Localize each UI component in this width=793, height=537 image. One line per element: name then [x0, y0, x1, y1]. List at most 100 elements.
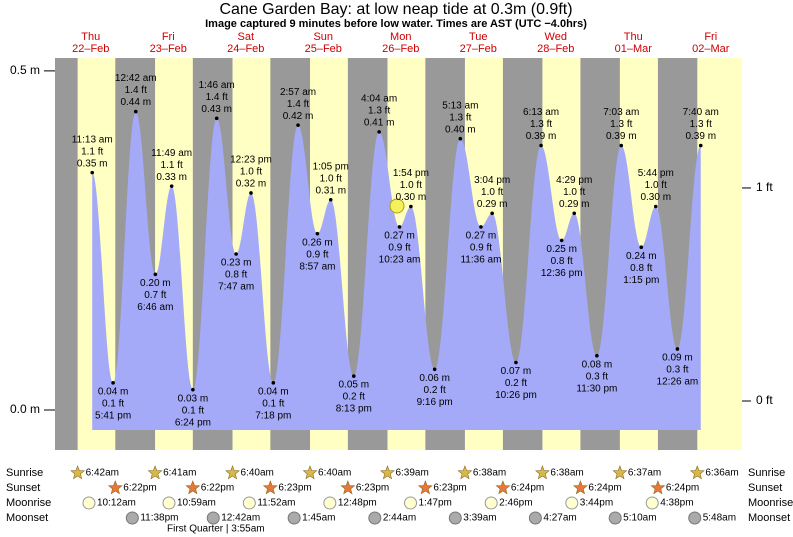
tide-label: 11:13 am: [72, 134, 113, 145]
tide-label: 1.3 ft: [610, 119, 632, 130]
tide-label: 3:04 pm: [474, 175, 510, 186]
tide-label: 12:42 am: [115, 73, 157, 84]
sunset-icon: [417, 480, 433, 495]
tide-label: 0.43 m: [201, 104, 232, 115]
tide-label: 0.8 ft: [630, 263, 652, 274]
tide-label: 1.3 ft: [368, 106, 390, 117]
tide-label: 0.29 m: [477, 199, 508, 210]
tide-label: 0.9 ft: [388, 243, 410, 254]
y2-tick-label: 1 ft: [756, 180, 773, 194]
tide-label: 0.29 m: [559, 199, 590, 210]
day-date: 22–Feb: [72, 43, 109, 55]
tide-label: 5:13 am: [442, 100, 478, 111]
day-name: Sat: [237, 31, 254, 43]
tide-point: [111, 381, 115, 385]
row-time: 6:42am: [86, 468, 119, 479]
tide-label: 1.0 ft: [563, 187, 585, 198]
moonset-icon: [125, 511, 139, 525]
tide-label: 12:36 pm: [541, 268, 583, 279]
day-name: Fri: [704, 31, 717, 43]
tide-point: [153, 272, 158, 277]
tide-label: 0.1 ft: [262, 398, 284, 409]
moonset-icon: [608, 511, 622, 525]
tide-label: 11:49 am: [151, 148, 192, 159]
tide-label: 0.23 m: [221, 258, 252, 269]
tide-label: 0.30 m: [396, 192, 427, 203]
tide-point: [698, 143, 703, 148]
tide-label: 11:30 pm: [576, 383, 617, 394]
tide-label: 0.26 m: [302, 237, 333, 248]
row-time: 5:10am: [623, 513, 656, 524]
y2-tick-label: 0 ft: [756, 393, 773, 407]
tide-label: 0.33 m: [156, 172, 187, 183]
tide-label: 0.35 m: [77, 158, 108, 169]
moonrise-icon: [242, 496, 256, 510]
tide-label: 0.2 ft: [343, 392, 365, 403]
row-time: 5:48am: [703, 513, 736, 524]
tide-label: 1:15 pm: [623, 275, 659, 286]
tide-point: [675, 347, 680, 351]
chart-subtitle: Image captured 9 minutes before low wate…: [205, 18, 587, 30]
tide-label: 4:04 am: [361, 94, 397, 105]
moonrise-icon: [484, 496, 498, 510]
day-date: 25–Feb: [305, 43, 342, 55]
moonset-icon: [448, 511, 462, 525]
day-name: Sun: [313, 31, 333, 43]
row-label: Sunrise: [6, 467, 43, 479]
chart-title: Cane Garden Bay: at low neap tide at 0.3…: [219, 1, 572, 18]
tide-label: 1.1 ft: [81, 146, 103, 157]
tide-point: [214, 116, 219, 121]
row-time: 6:38am: [550, 468, 583, 479]
tide-label: 1.1 ft: [161, 160, 183, 171]
tide-point: [234, 252, 238, 256]
tide-label: 0.8 ft: [551, 256, 573, 267]
moonset-icon: [528, 511, 542, 525]
row-time: 12:48pm: [338, 498, 377, 509]
moonrise-icon: [82, 496, 96, 510]
row-time: 6:39am: [395, 468, 428, 479]
row-label: Moonrise: [748, 497, 793, 509]
tide-label: 7:03 am: [603, 107, 639, 118]
sunset-icon: [572, 480, 588, 495]
tide-point: [377, 130, 381, 134]
tide-label: 7:18 pm: [255, 410, 291, 421]
tide-point: [458, 136, 463, 141]
row-time: 6:40am: [241, 468, 274, 479]
sunrise-icon: [612, 465, 628, 480]
moonrise-icon: [565, 496, 579, 510]
tide-label: 6:24 pm: [175, 417, 211, 428]
daylight-band: [697, 58, 742, 450]
tide-label: 10:23 am: [379, 255, 421, 266]
tide-label: 8:13 pm: [336, 404, 372, 415]
tide-label: 1:05 pm: [313, 161, 349, 172]
tide-label: 0.31 m: [315, 185, 346, 196]
tide-label: 1:54 pm: [393, 168, 429, 179]
day-name: Mon: [390, 31, 411, 43]
sunrise-icon: [147, 465, 163, 480]
current-position: [389, 198, 405, 214]
tide-point: [169, 184, 174, 188]
moon-phase: First Quarter | 3:55am: [167, 524, 265, 535]
tide-point: [559, 238, 564, 243]
tide-label: 9:16 pm: [417, 397, 453, 408]
row-label: Sunrise: [748, 467, 785, 479]
sunrise-icon: [534, 465, 550, 480]
tide-point: [296, 123, 300, 127]
tide-point: [133, 109, 138, 114]
tide-label: 6:46 am: [137, 302, 173, 313]
day-name: Wed: [545, 31, 567, 43]
tide-point: [271, 381, 276, 385]
day-name: Tue: [469, 31, 488, 43]
sunset-icon: [340, 480, 356, 495]
tide-label: 0.9 ft: [306, 249, 328, 260]
tide-point: [351, 374, 356, 378]
tide-label: 0.27 m: [384, 231, 415, 242]
tide-point: [249, 191, 253, 195]
sunrise-icon: [689, 465, 705, 480]
sunrise-icon: [225, 465, 241, 480]
tide-label: 1:46 am: [199, 80, 235, 91]
tide-point: [328, 197, 333, 202]
day-name: Fri: [162, 31, 175, 43]
row-time: 11:38pm: [140, 513, 178, 524]
